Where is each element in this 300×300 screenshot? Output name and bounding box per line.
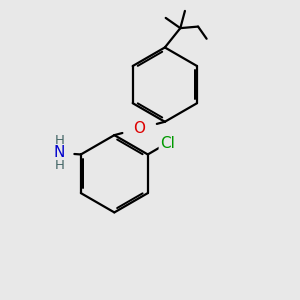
- Text: O: O: [134, 121, 146, 136]
- Text: H: H: [55, 134, 65, 147]
- Text: H: H: [55, 159, 65, 172]
- Text: N: N: [54, 146, 65, 160]
- Text: Cl: Cl: [160, 136, 175, 151]
